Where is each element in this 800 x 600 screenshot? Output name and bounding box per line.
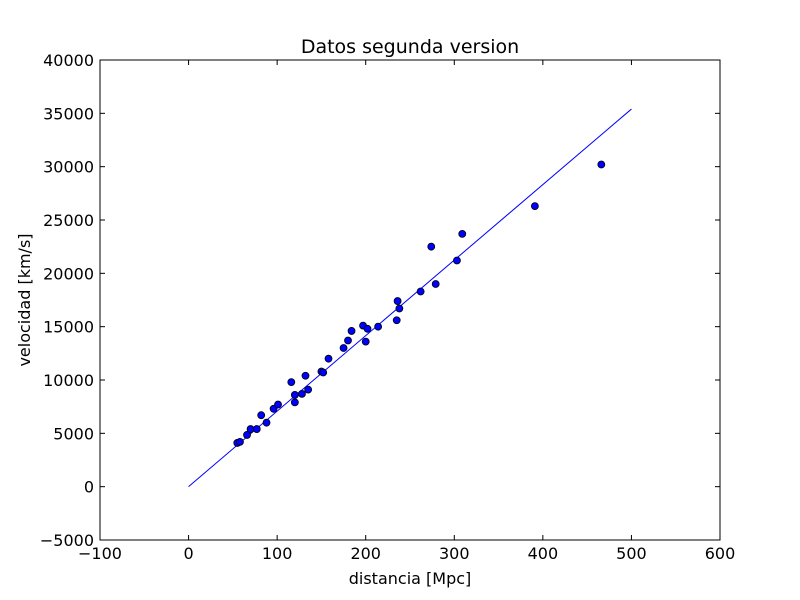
data-point	[374, 322, 383, 331]
y-tick-label: 40000	[43, 51, 94, 70]
y-tick-label: 15000	[43, 318, 94, 337]
y-tick-label: −5000	[40, 531, 94, 550]
plot-frame	[99, 59, 721, 541]
y-tick-label: 25000	[43, 211, 94, 230]
x-tick-label: 600	[705, 544, 736, 563]
data-point	[301, 371, 310, 380]
data-point	[363, 324, 372, 333]
data-point	[290, 391, 299, 399]
y-tick-label: 0	[84, 478, 94, 497]
y-axis-label: velocidad [km/s]	[15, 233, 34, 366]
data-point	[393, 297, 402, 305]
data-point	[530, 202, 539, 211]
chart-title: Datos segunda version	[301, 36, 519, 58]
x-axis-label: distancia [Mpc]	[349, 569, 472, 588]
data-point	[339, 344, 348, 352]
plot-area	[188, 108, 632, 488]
data-point	[458, 229, 467, 238]
x-tick-label: 500	[616, 544, 647, 563]
fit-line	[188, 108, 632, 488]
data-point	[347, 327, 356, 335]
data-point	[453, 256, 461, 265]
x-tick-label: 200	[350, 544, 381, 563]
data-point	[395, 304, 404, 313]
y-tick-label: 35000	[43, 104, 94, 123]
data-point	[597, 160, 606, 169]
data-point	[344, 336, 352, 345]
data-point	[416, 287, 425, 296]
y-tick-label: 30000	[43, 158, 94, 177]
data-point	[319, 368, 328, 377]
data-point	[290, 398, 299, 407]
data-point	[361, 337, 370, 346]
x-tick-label: −100	[78, 544, 122, 563]
x-tick-label: 300	[439, 544, 470, 563]
y-tick-label: 5000	[53, 424, 94, 443]
x-tick-label: 100	[262, 544, 293, 563]
data-point	[252, 425, 261, 433]
data-point	[262, 418, 271, 427]
data-point	[304, 385, 313, 394]
data-point	[298, 389, 306, 398]
data-point	[392, 316, 401, 325]
y-tick-label: 10000	[43, 371, 94, 390]
x-tick-label: 0	[183, 544, 193, 563]
data-point	[243, 431, 251, 439]
y-tick-label: 20000	[43, 264, 94, 283]
data-point	[427, 242, 436, 251]
data-point	[287, 378, 296, 387]
data-point	[236, 437, 244, 446]
data-point	[324, 354, 333, 363]
data-point	[431, 280, 440, 288]
x-tick-label: 400	[528, 544, 559, 563]
data-point	[274, 400, 282, 409]
data-point	[257, 411, 266, 420]
